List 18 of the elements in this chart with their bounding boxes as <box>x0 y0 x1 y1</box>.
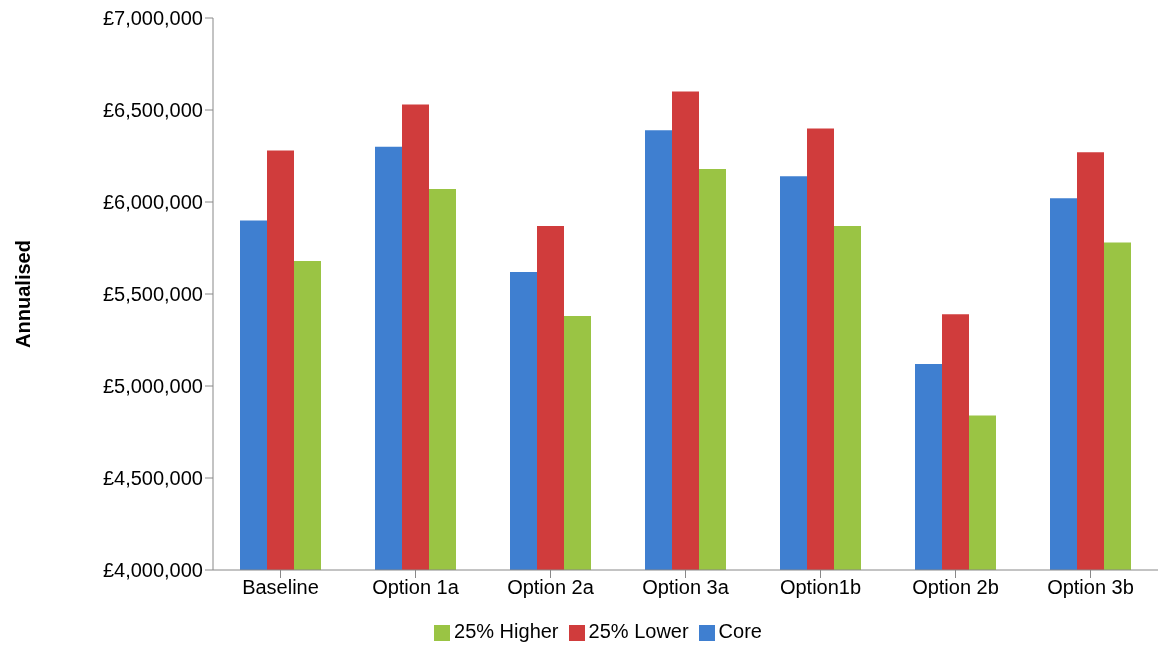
x-tick-label: Option 2b <box>912 576 999 599</box>
x-tick-label: Option 3a <box>642 576 730 599</box>
y-axis-title: Annualised <box>12 240 35 348</box>
x-tick-label: Baseline <box>242 576 319 599</box>
x-tick-label: Option1b <box>779 576 862 599</box>
x-tick-label: Option 1a <box>372 576 460 599</box>
y-tick-label: £5,500,000 <box>102 283 203 306</box>
y-tick-label: £5,000,000 <box>102 375 203 398</box>
legend-label: 25% Higher <box>454 620 559 642</box>
x-tick-label: Option 3b <box>1047 576 1134 599</box>
y-tick-label: £6,500,000 <box>102 99 203 122</box>
legend-label: 25% Lower <box>588 620 689 642</box>
y-tick-label: £6,000,000 <box>102 191 203 214</box>
y-tick-label: £4,000,000 <box>102 559 203 582</box>
y-tick-label: £7,000,000 <box>102 7 203 30</box>
y-tick-label: £4,500,000 <box>102 467 203 490</box>
legend-label: Core <box>718 620 762 642</box>
x-tick-label: Option 2a <box>507 576 595 599</box>
